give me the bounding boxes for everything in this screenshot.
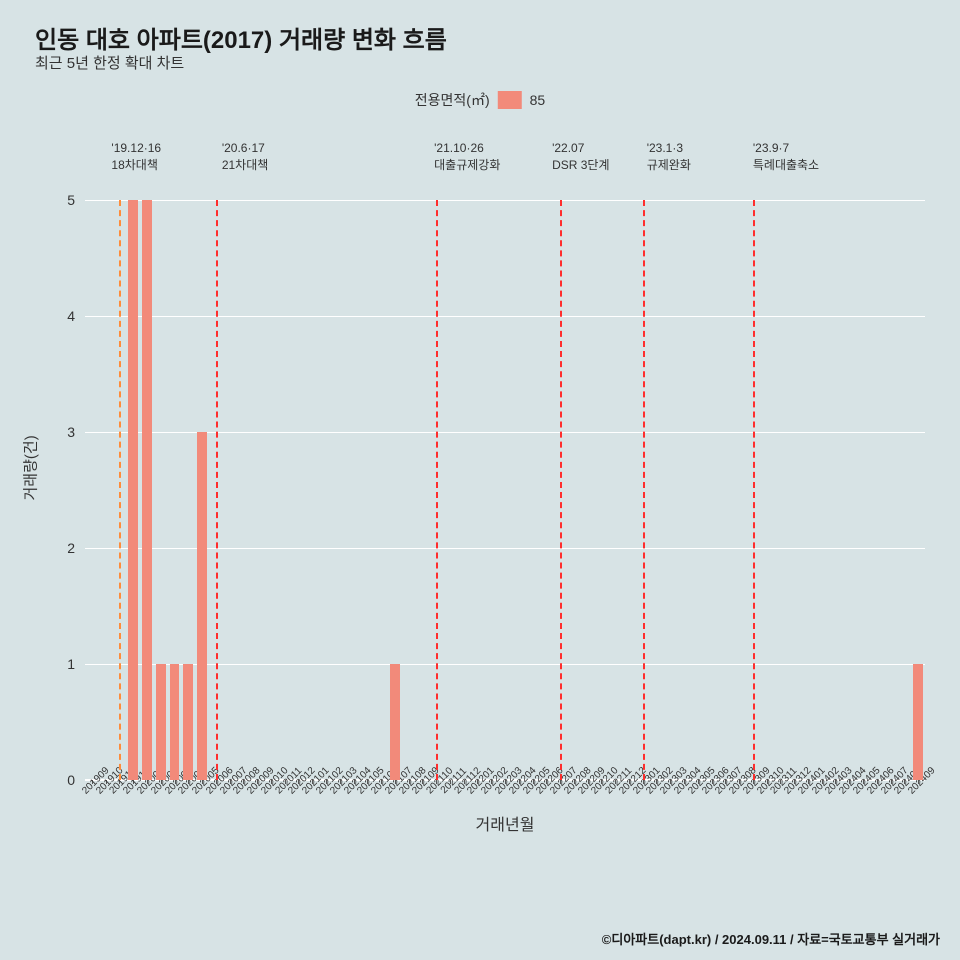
bar (170, 664, 180, 780)
event-desc: 특례대출축소 (753, 157, 819, 174)
event-desc: 대출규제강화 (434, 157, 500, 174)
event-date: '21.10·26 (434, 140, 500, 157)
event-label: '23.9·7특례대출축소 (753, 140, 819, 174)
event-label: '19.12·1618차대책 (111, 140, 161, 174)
event-line (560, 200, 562, 780)
event-date: '23.1·3 (647, 140, 691, 157)
event-desc: 18차대책 (111, 157, 161, 174)
event-line (643, 200, 645, 780)
event-desc: DSR 3단계 (552, 157, 609, 174)
event-date: '19.12·16 (111, 140, 161, 157)
y-tick-label: 3 (45, 424, 75, 440)
event-line (436, 200, 438, 780)
event-line (119, 200, 121, 780)
event-label: '22.07DSR 3단계 (552, 140, 609, 174)
event-label: '21.10·26대출규제강화 (434, 140, 500, 174)
gridline (85, 664, 925, 665)
legend-item: 85 (530, 92, 546, 108)
event-date: '20.6·17 (222, 140, 268, 157)
y-tick-label: 4 (45, 308, 75, 324)
bar (197, 432, 207, 780)
y-tick-label: 0 (45, 772, 75, 788)
legend-swatch (498, 91, 522, 109)
chart-subtitle: 최근 5년 한정 확대 차트 (35, 52, 184, 73)
plot-region: 거래년월 20190920191020191120191220200120200… (85, 200, 925, 780)
event-date: '23.9·7 (753, 140, 819, 157)
gridline (85, 432, 925, 433)
legend-label: 전용면적(㎡) (415, 90, 490, 110)
event-line (753, 200, 755, 780)
bar (156, 664, 166, 780)
event-desc: 규제완화 (647, 157, 691, 174)
bar (390, 664, 400, 780)
bar (183, 664, 193, 780)
event-desc: 21차대책 (222, 157, 268, 174)
gridline (85, 200, 925, 201)
bar (913, 664, 923, 780)
bar (142, 200, 152, 780)
chart-area: 거래량(건) 거래년월 2019092019102019112019122020… (85, 130, 925, 850)
legend: 전용면적(㎡) 85 (415, 90, 545, 110)
x-axis-label: 거래년월 (476, 811, 535, 835)
y-tick-label: 2 (45, 540, 75, 556)
gridline (85, 548, 925, 549)
y-tick-label: 1 (45, 656, 75, 672)
credit-text: ©디아파트(dapt.kr) / 2024.09.11 / 자료=국토교통부 실… (602, 929, 940, 948)
y-axis-label: 거래량(건) (20, 435, 41, 500)
event-date: '22.07 (552, 140, 609, 157)
chart-title: 인동 대호 아파트(2017) 거래량 변화 흐름 (35, 20, 447, 55)
bar (128, 200, 138, 780)
event-line (216, 200, 218, 780)
y-tick-label: 5 (45, 192, 75, 208)
event-label: '20.6·1721차대책 (222, 140, 268, 174)
gridline (85, 316, 925, 317)
event-label: '23.1·3규제완화 (647, 140, 691, 174)
